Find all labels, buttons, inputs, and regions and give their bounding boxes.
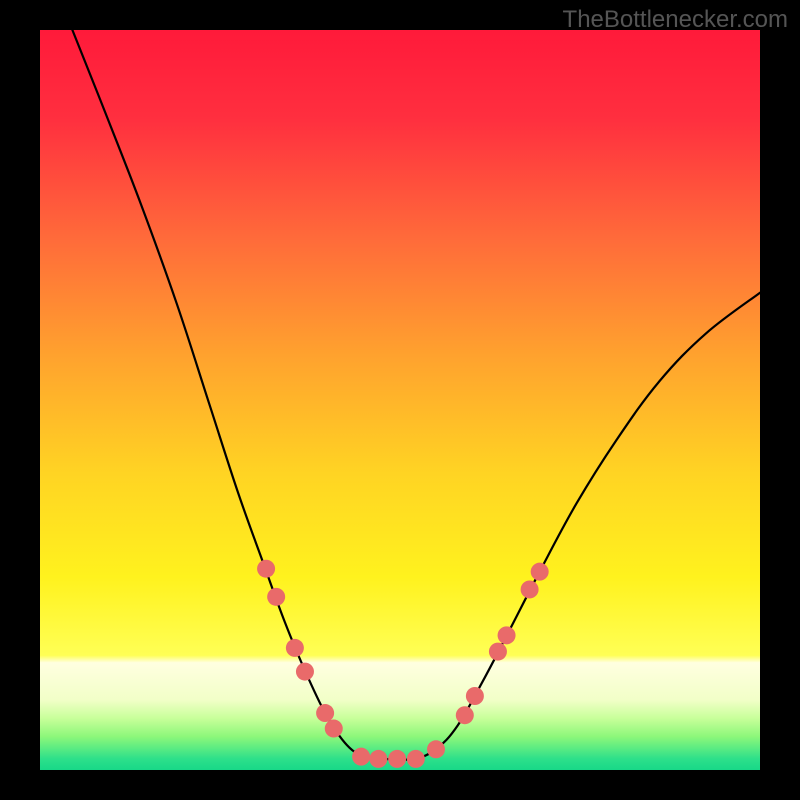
marker-dot [388, 750, 406, 768]
marker-dot [531, 563, 549, 581]
marker-dot [489, 643, 507, 661]
marker-dot [521, 580, 539, 598]
marker-dot [316, 704, 334, 722]
chart-root: TheBottlenecker.com [0, 0, 800, 800]
marker-dot [498, 626, 516, 644]
marker-dot [352, 748, 370, 766]
marker-dot [407, 750, 425, 768]
marker-dot [427, 740, 445, 758]
marker-dot [456, 706, 474, 724]
marker-dot [257, 560, 275, 578]
marker-dot [466, 687, 484, 705]
marker-dot [369, 750, 387, 768]
marker-dot [286, 639, 304, 657]
marker-dot [325, 720, 343, 738]
marker-dot [267, 588, 285, 606]
marker-dot [296, 663, 314, 681]
chart-svg [0, 0, 800, 800]
